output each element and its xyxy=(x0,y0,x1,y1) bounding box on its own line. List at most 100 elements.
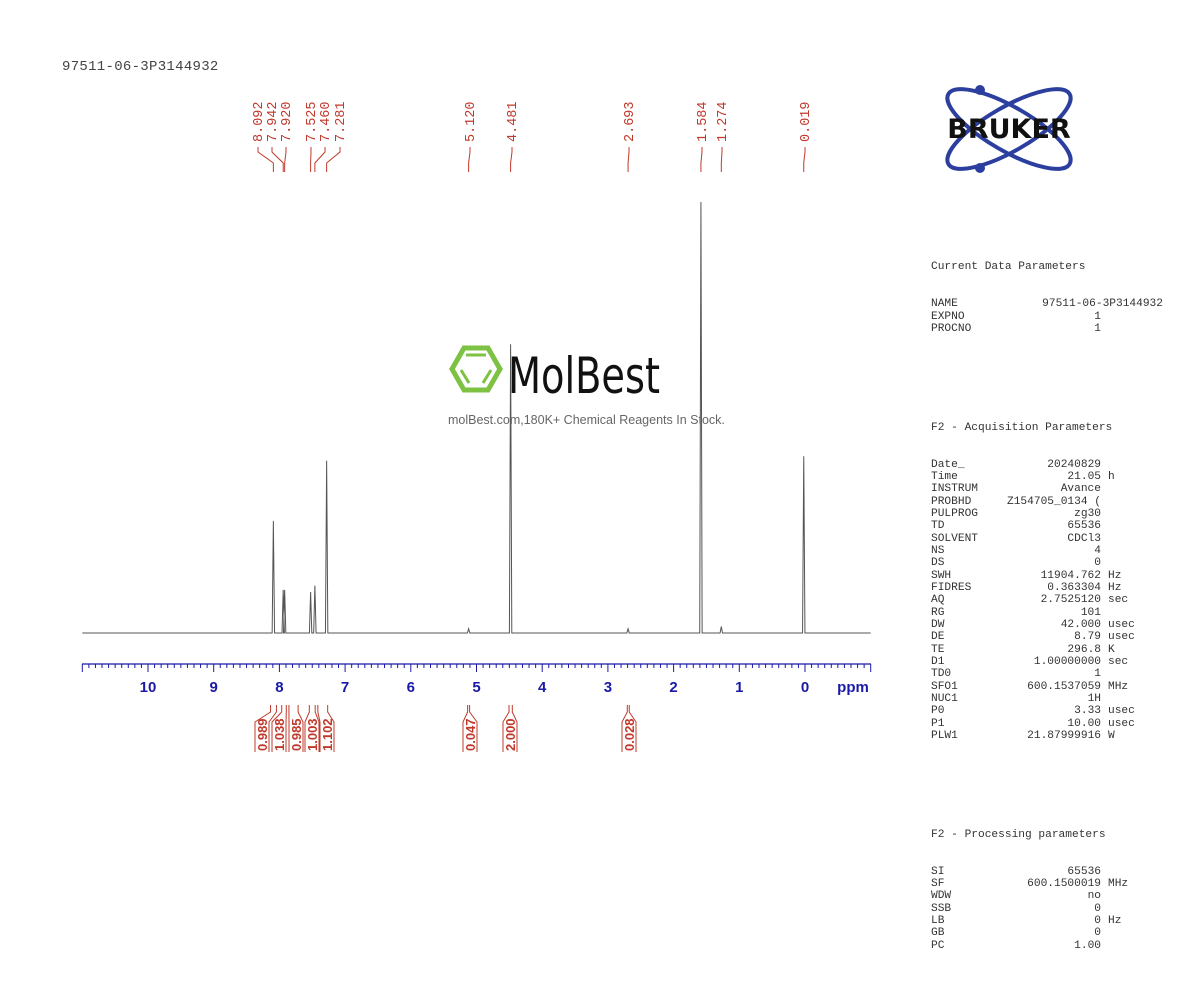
parameter-key: INSTRUM xyxy=(931,483,993,495)
parameter-unit xyxy=(1101,693,1108,705)
parameter-value: zg30 xyxy=(993,508,1101,520)
parameter-key: EXPNO xyxy=(931,311,993,323)
parameter-value: Avance xyxy=(993,483,1101,495)
parameter-value: 21.05 xyxy=(993,471,1101,483)
parameter-unit: Hz xyxy=(1101,582,1121,594)
parameter-key: P1 xyxy=(931,718,993,730)
parameter-unit xyxy=(1101,496,1108,508)
peak-label: 2.693 xyxy=(623,101,638,142)
peak-label-connector xyxy=(315,147,325,172)
peak-label: 5.120 xyxy=(464,101,479,142)
tick-label: 8 xyxy=(275,679,283,696)
parameter-value: 97511-06-3P3144932 xyxy=(993,298,1163,310)
parameter-key: SOLVENT xyxy=(931,533,993,545)
parameter-unit xyxy=(1101,508,1108,520)
parameter-key: PLW1 xyxy=(931,730,993,742)
parameter-key: SF xyxy=(931,878,993,890)
parameter-row: Date_20240829 xyxy=(931,459,1170,471)
parameter-unit: usec xyxy=(1101,631,1135,643)
peak-label-connector xyxy=(258,147,273,172)
parameter-key: PROBHD xyxy=(931,496,993,508)
section-title: F2 - Acquisition Parameters xyxy=(931,422,1170,434)
peak-label-connector xyxy=(628,147,629,172)
parameter-unit: Hz xyxy=(1101,570,1121,582)
parameter-key: AQ xyxy=(931,594,993,606)
parameter-value: 0 xyxy=(993,927,1101,939)
parameter-key: Date_ xyxy=(931,459,993,471)
integral-value: 1.003 xyxy=(305,718,320,751)
electron-dot-icon xyxy=(975,163,985,173)
integral-value: 1.102 xyxy=(320,718,335,751)
peak-label-connector xyxy=(511,147,512,172)
peak-label: 1.274 xyxy=(716,101,731,142)
parameter-value: 20240829 xyxy=(993,459,1101,471)
peak-label: 7.525 xyxy=(305,101,320,142)
peak-label: 0.019 xyxy=(799,101,814,142)
parameter-unit: usec xyxy=(1101,718,1135,730)
parameter-key: PC xyxy=(931,940,993,952)
parameter-unit: h xyxy=(1101,471,1115,483)
parameter-value: 1.00 xyxy=(993,940,1101,952)
parameter-value: 600.1537059 xyxy=(993,681,1101,693)
parameter-unit xyxy=(1101,607,1108,619)
peak-label-connector xyxy=(327,147,340,172)
parameter-value: no xyxy=(993,890,1101,902)
parameter-key: DE xyxy=(931,631,993,643)
parameter-unit xyxy=(1101,866,1108,878)
parameter-key: LB xyxy=(931,915,993,927)
parameter-unit xyxy=(1101,545,1108,557)
parameter-value: CDCl3 xyxy=(993,533,1101,545)
peak-label: 1.584 xyxy=(696,101,711,142)
parameter-unit: K xyxy=(1101,644,1115,656)
parameter-unit xyxy=(1101,903,1108,915)
integral-value: 2.000 xyxy=(503,718,518,751)
parameter-value: 1H xyxy=(993,693,1101,705)
parameter-unit xyxy=(1101,940,1108,952)
tick-label: 7 xyxy=(341,679,349,696)
axis-unit-label: ppm xyxy=(837,679,869,696)
parameter-key: NS xyxy=(931,545,993,557)
parameter-value: 296.8 xyxy=(993,644,1101,656)
integral-value: 0.989 xyxy=(255,718,270,751)
parameter-value: 0 xyxy=(993,903,1101,915)
parameter-key: TD0 xyxy=(931,668,993,680)
parameter-value: 65536 xyxy=(993,866,1101,878)
parameter-unit xyxy=(1101,483,1108,495)
parameter-value: 21.87999916 xyxy=(993,730,1101,742)
tick-label: 2 xyxy=(669,679,677,696)
peak-label-connector xyxy=(285,147,286,172)
tick-label: 10 xyxy=(140,679,157,696)
peak-label: 7.460 xyxy=(319,101,334,142)
parameter-unit xyxy=(1101,890,1108,902)
parameter-value: 0.363304 xyxy=(993,582,1101,594)
parameter-key: P0 xyxy=(931,705,993,717)
parameter-key: PROCNO xyxy=(931,323,993,335)
parameter-unit xyxy=(1101,668,1108,680)
integral-value: 0.985 xyxy=(289,718,304,751)
parameter-unit xyxy=(1101,533,1108,545)
parameter-value: 11904.762 xyxy=(993,570,1101,582)
acquisition-parameters: F2 - Acquisition Parameters Date_2024082… xyxy=(931,397,1170,767)
parameter-key: SWH xyxy=(931,570,993,582)
parameter-unit: Hz xyxy=(1101,915,1121,927)
molbest-watermark: MolBest xyxy=(448,340,743,407)
parameter-key: NUC1 xyxy=(931,693,993,705)
